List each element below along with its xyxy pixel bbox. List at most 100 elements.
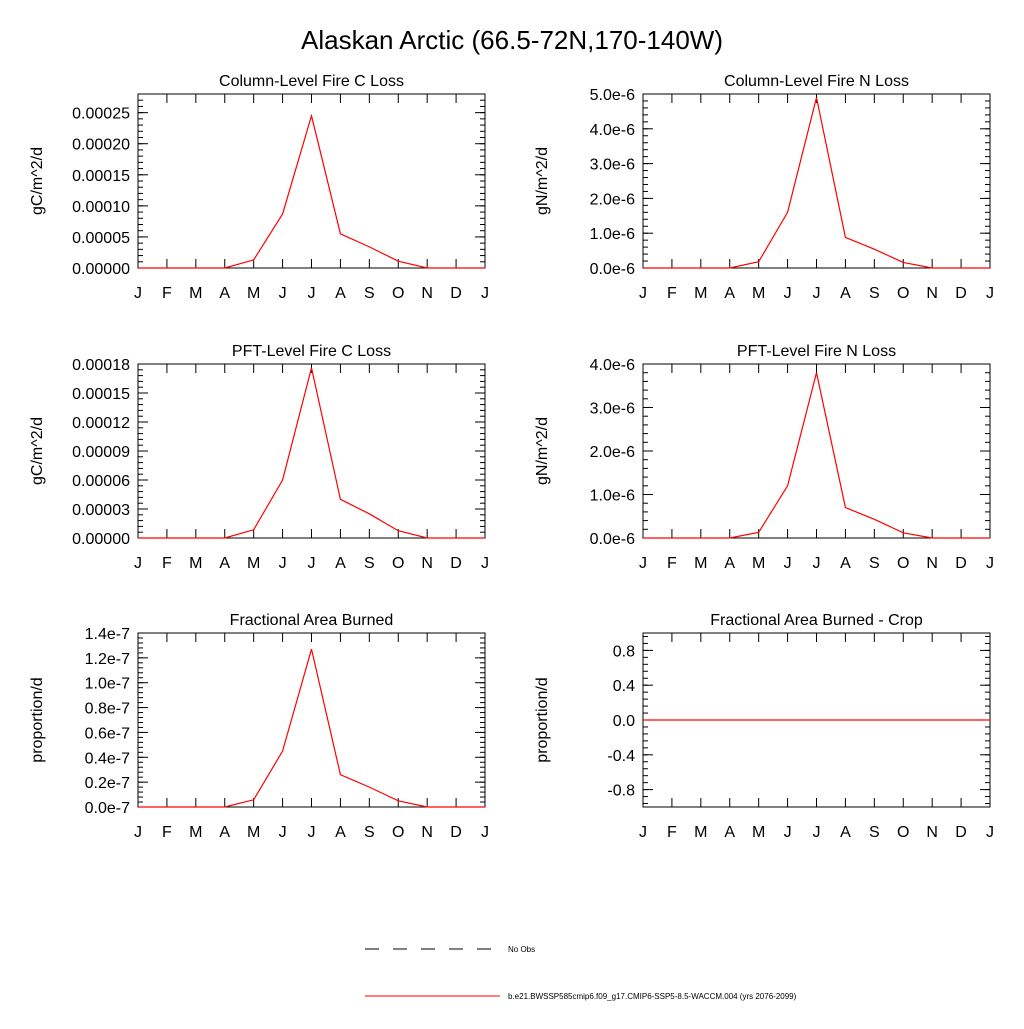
x-tick-label: M [752, 555, 765, 572]
chart-title: Fractional Area Burned - Crop [710, 612, 923, 629]
legend-label-2: b.e21.BWSSP585cmip6.f09_g17.CMIP6-SSP5-8… [508, 992, 797, 1001]
y-tick-label: 0.00006 [72, 473, 130, 490]
y-tick-label: 1.4e-7 [85, 626, 130, 643]
x-tick-label: J [784, 824, 792, 841]
plot-frame [137, 632, 486, 808]
x-tick-label: S [869, 555, 880, 572]
x-tick-label: M [247, 824, 260, 841]
y-tick-label: 4.0e-6 [590, 122, 635, 139]
y-tick-label: 5.0e-6 [590, 87, 635, 104]
y-tick-label: 1.2e-7 [85, 651, 130, 668]
y-tick-label: 0.00010 [72, 199, 130, 216]
y-tick-label: 0.00025 [72, 106, 130, 123]
x-tick-label: J [986, 285, 994, 302]
y-tick-label: 0.00018 [72, 357, 130, 374]
x-tick-label: S [364, 824, 375, 841]
x-tick-label: A [724, 285, 735, 302]
x-tick-label: A [724, 824, 735, 841]
y-tick-label: 0.0e-6 [590, 261, 635, 278]
plot-frame [137, 93, 486, 269]
y-axis-label: gC/m^2/d [29, 147, 46, 215]
x-tick-label: D [955, 824, 967, 841]
chart-title: Fractional Area Burned [230, 612, 394, 629]
x-tick-label: J [639, 555, 647, 572]
chart-title: PFT-Level Fire C Loss [232, 343, 391, 360]
x-tick-label: M [694, 285, 707, 302]
x-tick-label: M [189, 285, 202, 302]
x-tick-label: A [219, 285, 230, 302]
y-axis-label: gN/m^2/d [534, 417, 551, 485]
y-axis-label: gN/m^2/d [534, 147, 551, 215]
y-tick-label: 0.00015 [72, 386, 130, 403]
y-tick-label: -0.4 [607, 748, 635, 765]
x-tick-label: J [134, 285, 142, 302]
chart-panel-6: Fractional Area Burned - Crop proportion/… [534, 612, 994, 841]
x-tick-label: A [840, 555, 851, 572]
x-tick-label: J [813, 285, 821, 302]
y-tick-label: 0.00015 [72, 168, 130, 185]
y-tick-label: 3.0e-6 [590, 157, 635, 174]
x-tick-label: J [481, 824, 489, 841]
x-tick-label: O [392, 555, 404, 572]
y-tick-label: 0.00012 [72, 415, 130, 432]
x-tick-label: J [279, 824, 287, 841]
x-tick-label: N [926, 824, 938, 841]
y-tick-label: 0.00000 [72, 531, 130, 548]
x-tick-label: J [308, 285, 316, 302]
x-tick-label: O [897, 824, 909, 841]
y-tick-label: 0.4e-7 [85, 750, 130, 767]
x-tick-label: M [247, 285, 260, 302]
y-tick-label: 0.2e-7 [85, 775, 130, 792]
x-tick-label: J [986, 824, 994, 841]
y-tick-label: 0.0e-6 [590, 531, 635, 548]
y-tick-label: -0.8 [607, 783, 635, 800]
x-tick-label: M [752, 824, 765, 841]
x-tick-label: M [694, 555, 707, 572]
y-axis-label: gC/m^2/d [29, 417, 46, 485]
x-tick-label: J [784, 285, 792, 302]
x-tick-label: O [897, 555, 909, 572]
x-tick-label: O [897, 285, 909, 302]
x-tick-label: J [134, 824, 142, 841]
x-tick-label: J [308, 824, 316, 841]
y-tick-label: 0.0e-7 [85, 800, 130, 817]
x-tick-label: F [667, 555, 677, 572]
y-tick-label: 0.0 [613, 713, 635, 730]
series-line-1 [138, 648, 485, 808]
x-tick-label: J [813, 555, 821, 572]
x-tick-label: M [189, 824, 202, 841]
x-tick-label: O [392, 285, 404, 302]
figure-title: Alaskan Arctic (66.5-72N,170-140W) [301, 25, 723, 55]
chart-title: Column-Level Fire N Loss [724, 73, 909, 90]
y-tick-label: 1.0e-6 [590, 226, 635, 243]
x-tick-label: J [784, 555, 792, 572]
x-tick-label: N [926, 555, 938, 572]
x-tick-label: S [869, 824, 880, 841]
x-tick-label: J [279, 555, 287, 572]
x-tick-label: N [926, 285, 938, 302]
x-tick-label: D [450, 555, 462, 572]
series-line-1 [138, 367, 485, 539]
x-tick-label: F [162, 824, 172, 841]
x-tick-label: J [639, 285, 647, 302]
x-tick-label: N [421, 555, 433, 572]
series-line-1 [138, 113, 485, 269]
x-tick-label: M [189, 555, 202, 572]
x-tick-label: J [279, 285, 287, 302]
x-tick-label: O [392, 824, 404, 841]
x-tick-label: J [308, 555, 316, 572]
x-tick-label: D [450, 824, 462, 841]
x-tick-label: D [955, 285, 967, 302]
x-tick-label: D [450, 285, 462, 302]
y-tick-label: 3.0e-6 [590, 401, 635, 418]
legend-label-1: No Obs [508, 945, 535, 954]
x-tick-label: N [421, 824, 433, 841]
x-tick-label: F [162, 555, 172, 572]
x-tick-label: S [364, 555, 375, 572]
x-tick-label: F [162, 285, 172, 302]
